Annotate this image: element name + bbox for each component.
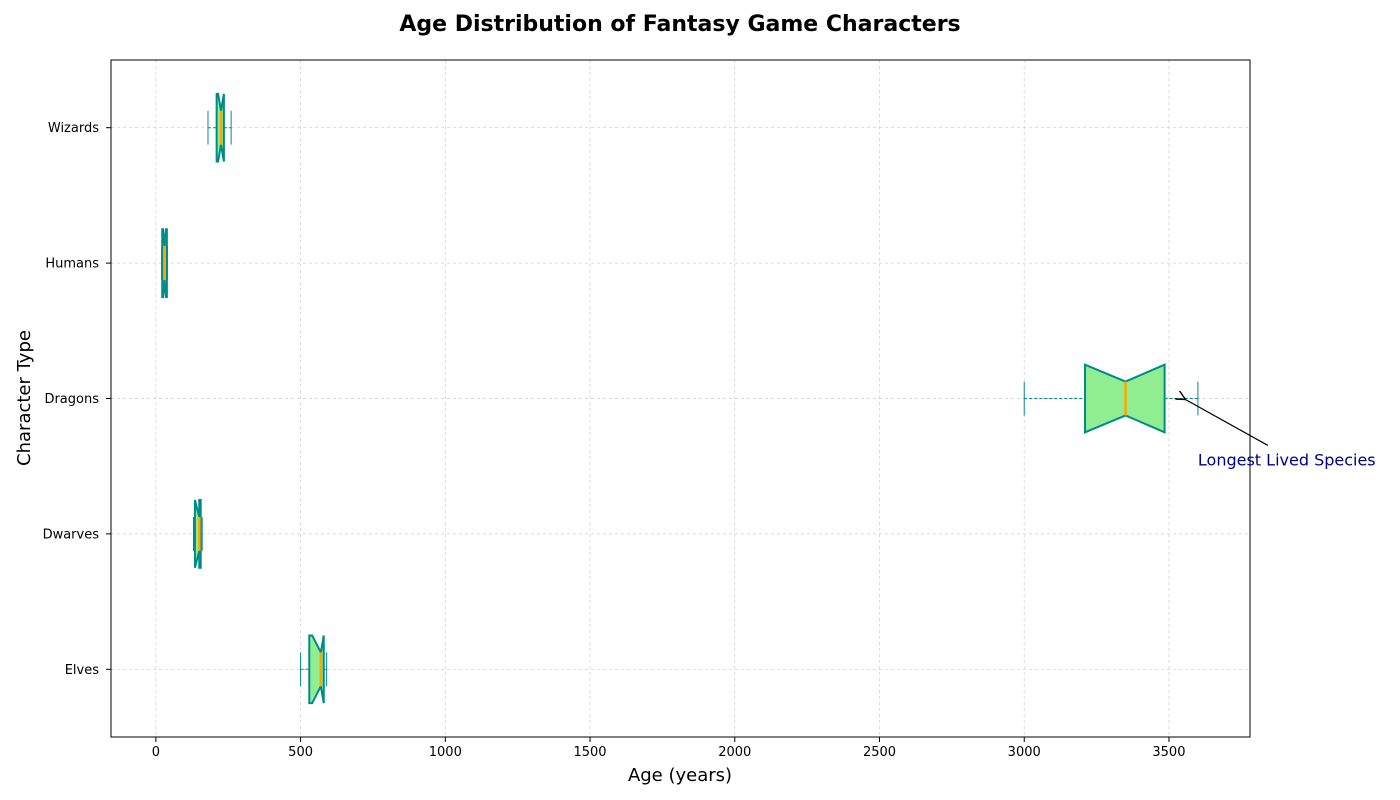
box-dragons — [1023, 363, 1199, 434]
x-axis-title: Age (years) — [628, 765, 732, 786]
y-axis-title: Character Type — [14, 330, 35, 466]
annotation-arrow — [1185, 400, 1269, 446]
x-tick-label: 1000 — [429, 745, 462, 760]
x-tick-label: 2000 — [718, 745, 751, 760]
x-tick-label: 500 — [288, 745, 313, 760]
axis-ticks: 0 500 1000 1500 2000 2500 3000 3500 Elves Dwarves… — [43, 121, 1186, 760]
box-wizards — [207, 92, 232, 163]
x-tick-label: 1500 — [573, 745, 606, 760]
box-dwarves — [192, 499, 203, 569]
x-tick-label: 3500 — [1152, 745, 1185, 760]
box-humans — [161, 228, 168, 298]
y-tick-label: Wizards — [48, 121, 99, 136]
y-tick-label: Dragons — [44, 392, 99, 407]
chart-title: Age Distribution of Fantasy Game Charact… — [399, 12, 960, 37]
annotation: Longest Lived Species — [1185, 400, 1376, 469]
y-tick-label: Humans — [45, 257, 99, 272]
y-tick-label: Dwarves — [43, 527, 100, 542]
box-elves — [300, 634, 328, 705]
x-tick-label: 0 — [152, 745, 160, 760]
y-tick-label: Elves — [65, 663, 100, 678]
x-tick-label: 2500 — [863, 745, 896, 760]
annotation-label: Longest Lived Species — [1198, 450, 1376, 469]
x-tick-label: 3000 — [1008, 745, 1041, 760]
box-series — [161, 92, 1199, 705]
grid-lines — [111, 60, 1250, 737]
